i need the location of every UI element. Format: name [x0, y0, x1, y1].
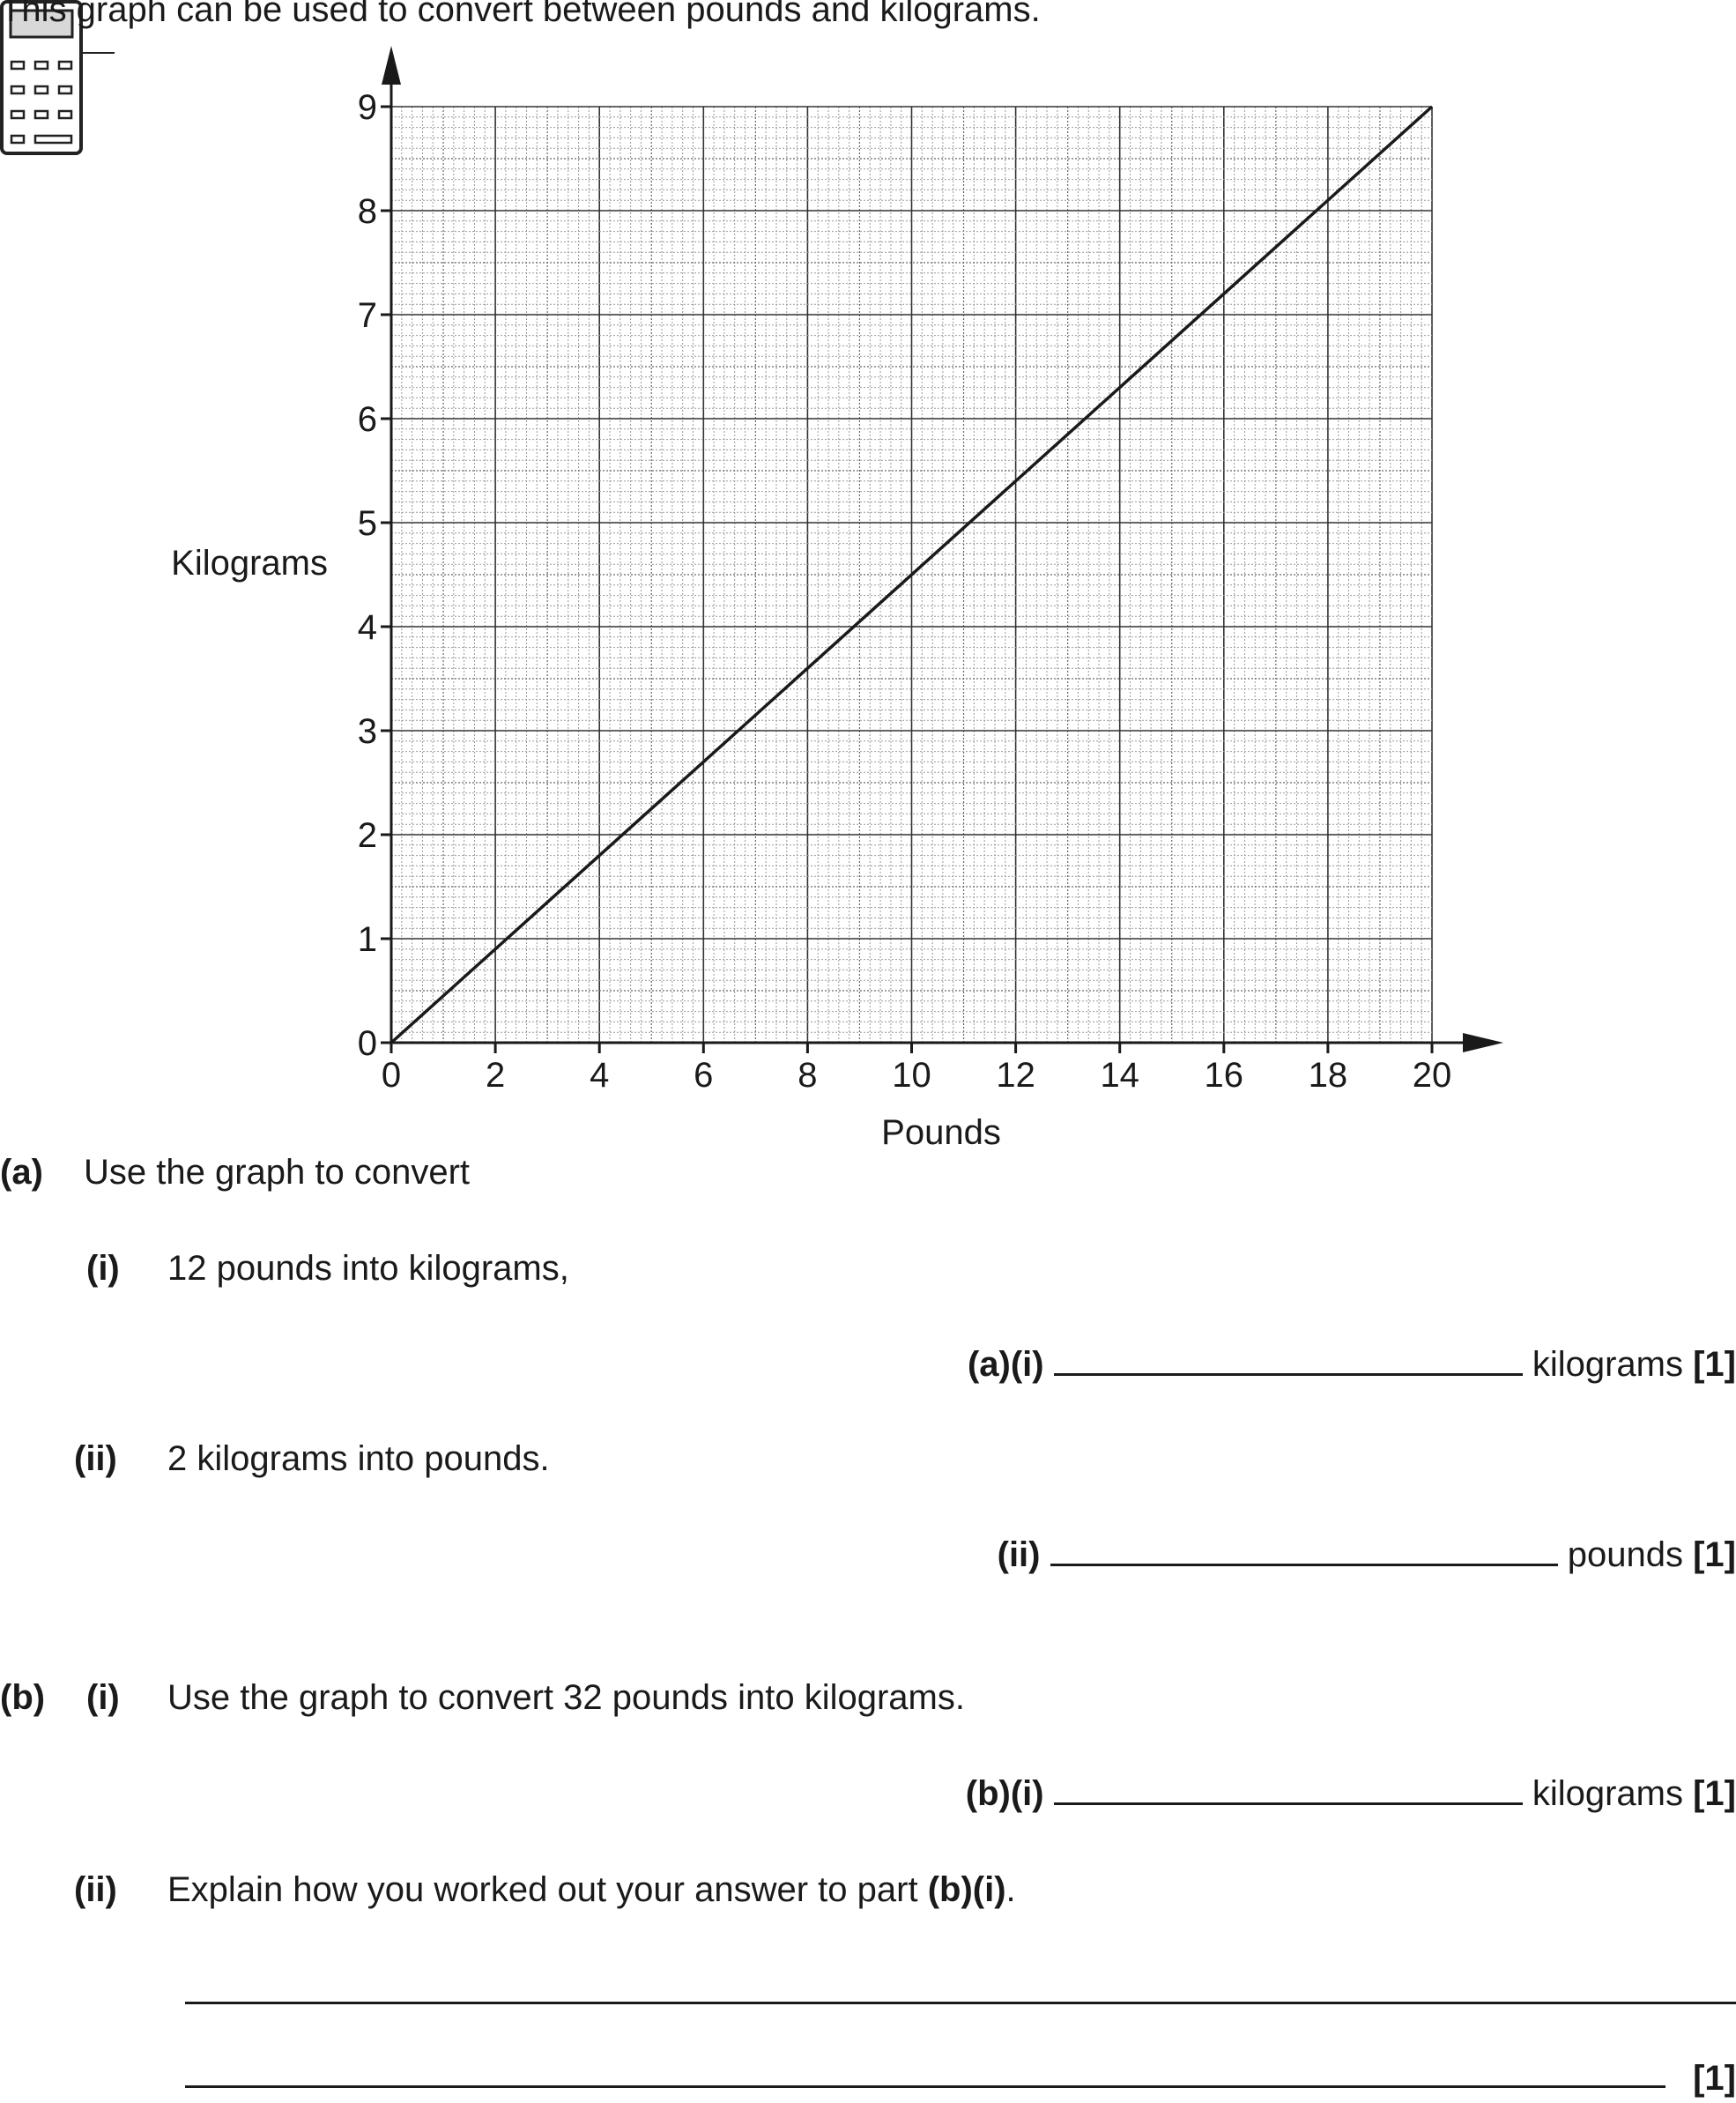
explanation-line-1[interactable]: [185, 2002, 1736, 2004]
answer-a-ii-marks: [1]: [1693, 1535, 1736, 1574]
part-a-ii-text: 2 kilograms into pounds.: [167, 1439, 550, 1478]
part-a-ii-label: (ii): [74, 1439, 117, 1478]
part-b-i-label: (i): [86, 1678, 120, 1717]
y-tick-label: 3: [358, 712, 377, 751]
conversion-line: [389, 105, 1434, 1044]
y-tick-label: 9: [358, 88, 377, 127]
x-tick-label: 10: [892, 1056, 931, 1095]
x-tick-label: 14: [1100, 1056, 1139, 1095]
part-a-i-text: 12 pounds into kilograms,: [167, 1249, 569, 1288]
answer-b-i-marks: [1]: [1693, 1774, 1736, 1813]
x-axis-arrow-icon: [1463, 1033, 1503, 1052]
answer-a-ii-unit: pounds: [1567, 1535, 1683, 1574]
part-b-ii-period: .: [1005, 1870, 1016, 1909]
answer-b-i-label: (b)(i): [965, 1774, 1044, 1813]
answer-line-a-ii: (ii) pounds [1]: [998, 1534, 1736, 1576]
x-tick-label: 4: [590, 1056, 609, 1095]
answer-a-i-label: (a)(i): [967, 1345, 1044, 1384]
intro-text: This graph can be used to convert betwee…: [0, 0, 1041, 29]
part-b-ii-marks: [1]: [1693, 2059, 1736, 2098]
x-tick-label: 8: [798, 1056, 817, 1095]
x-tick-label: 2: [486, 1056, 505, 1095]
y-tick-label: 4: [358, 608, 377, 647]
y-tick-label: 8: [358, 192, 377, 231]
conversion-graph: 0 2 4 6 8 10 12 14 16 18 200123456789PoundsKilogra…: [171, 46, 1503, 1152]
x-tick-label: 16: [1205, 1056, 1244, 1095]
part-a-label: (a): [0, 1153, 43, 1192]
part-b-ii-text: Explain how you worked out your answer t…: [167, 1869, 1016, 1911]
part-a-text: Use the graph to convert: [84, 1153, 471, 1192]
y-tick-label: 0: [358, 1024, 377, 1063]
y-tick-label: 5: [358, 504, 377, 543]
x-tick-label: 6: [694, 1056, 713, 1095]
x-tick-label: 18: [1309, 1056, 1348, 1095]
x-axis-label: Pounds: [881, 1113, 1001, 1152]
part-b-ii-ref: (b)(i): [927, 1870, 1006, 1909]
answer-line-b-i: (b)(i) kilograms [1]: [966, 1772, 1736, 1815]
y-tick-label: 7: [358, 296, 377, 335]
calculator-icon: [0, 0, 115, 155]
y-axis-arrow-icon: [382, 46, 401, 85]
x-tick-label: 0: [382, 1056, 401, 1095]
explanation-line-2[interactable]: [185, 2085, 1666, 2088]
answer-line-a-i: (a)(i) kilograms [1]: [968, 1343, 1736, 1386]
answer-b-i-unit: kilograms: [1532, 1774, 1683, 1813]
x-tick-label: 20: [1413, 1056, 1452, 1095]
part-a-i-label: (i): [86, 1249, 120, 1288]
answer-a-ii-label: (ii): [997, 1535, 1041, 1574]
answer-b-i-field[interactable]: [1053, 1772, 1523, 1805]
part-b-label: (b): [0, 1678, 46, 1717]
x-tick-label: 12: [996, 1056, 1035, 1095]
answer-a-ii-field[interactable]: [1050, 1534, 1558, 1566]
y-tick-label: 1: [358, 920, 377, 959]
y-axis-label: Kilograms: [171, 544, 328, 583]
answer-a-i-unit: kilograms: [1532, 1345, 1683, 1384]
answer-a-i-field[interactable]: [1053, 1343, 1523, 1376]
y-tick-label: 6: [358, 400, 377, 439]
part-b-i-text: Use the graph to convert 32 pounds into …: [167, 1678, 965, 1717]
part-b-ii-text-main: Explain how you worked out your answer t…: [167, 1870, 928, 1909]
y-tick-label: 2: [358, 816, 377, 855]
part-b-ii-label: (ii): [74, 1870, 117, 1909]
answer-a-i-marks: [1]: [1693, 1345, 1736, 1384]
